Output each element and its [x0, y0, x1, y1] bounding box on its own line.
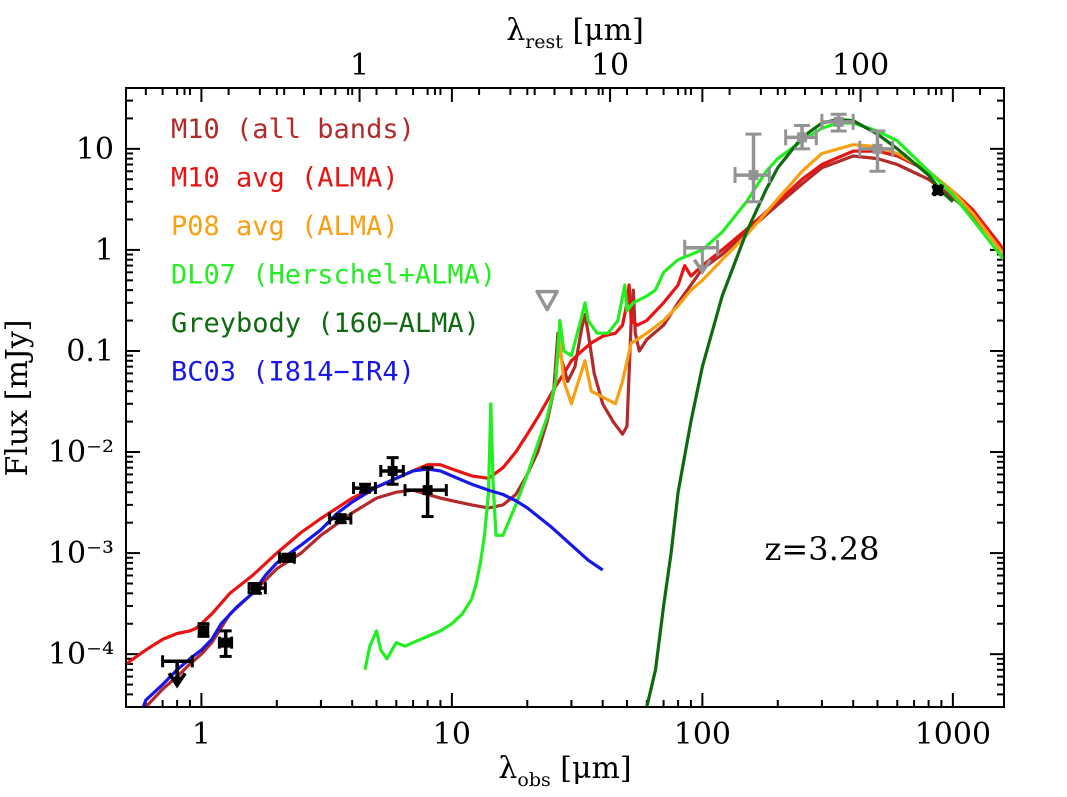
- legend-entry: P08 avg (ALMA): [171, 211, 399, 242]
- herschel-point: [820, 112, 855, 133]
- photometry-point: [161, 655, 194, 689]
- top-axis-tick-label: 10: [591, 48, 629, 83]
- legend-entry: M10 (all bands): [171, 114, 415, 145]
- data-point-marker: [748, 170, 759, 181]
- photometry-point: [277, 551, 296, 564]
- x-tick-label: 100: [674, 717, 731, 752]
- herschel-point: [784, 124, 818, 151]
- photometry-point: [931, 184, 944, 197]
- legend: M10 (all bands) M10 avg (ALMA) P08 avg (AL…: [171, 114, 496, 388]
- x-tick-label: 1000: [915, 717, 991, 752]
- data-points: [161, 112, 944, 689]
- top-axis-label: λrest [μm]: [506, 13, 644, 53]
- x-axis-label-main: λ: [498, 751, 517, 786]
- model-curves: [126, 117, 1004, 707]
- plot-frame: [125, 87, 1005, 708]
- data-point-marker: [422, 485, 433, 496]
- photometry-point: [247, 582, 267, 595]
- y-tick-label: 0.1: [66, 334, 114, 369]
- upper-limit-triangle: [535, 289, 559, 312]
- top-axis-label-main: λ: [506, 13, 525, 48]
- herschel-point: [683, 239, 720, 275]
- legend-entry: M10 avg (ALMA): [171, 163, 399, 194]
- upper-limit-arrowhead: [167, 672, 187, 689]
- photometry-point: [352, 482, 377, 495]
- x-axis-label-sub: obs: [517, 769, 550, 791]
- y-axis-label: Flux [mJy]: [0, 319, 35, 476]
- data-point-marker: [220, 637, 231, 648]
- top-axis-tick-label: 1: [350, 48, 369, 83]
- data-point-marker: [797, 132, 808, 143]
- x-axis-label-unit: [μm]: [551, 751, 632, 786]
- herschel-point: [733, 132, 771, 204]
- photometry-point: [403, 466, 448, 519]
- series-line: [141, 467, 604, 707]
- legend-entry: Greybody (160−ALMA): [171, 308, 480, 339]
- legend-entry: DL07 (Herschel+ALMA): [171, 260, 496, 291]
- x-tick-label: 10: [433, 717, 471, 752]
- y-tick-label: 10: [76, 132, 114, 167]
- data-point-marker: [335, 513, 346, 524]
- photometry-point: [217, 629, 234, 658]
- legend-entry: BC03 (I814−IR4): [171, 357, 415, 388]
- data-point-marker: [198, 625, 209, 636]
- y-tick-label: 10⁻²: [48, 435, 114, 470]
- top-axis-tick-label: 100: [832, 48, 889, 83]
- data-point-marker: [932, 185, 943, 196]
- upper-limit-arrowhead: [692, 258, 712, 275]
- axis-ticks: [125, 87, 1004, 708]
- axis-tick-labels: 1 10 100 1000 1 10 100 10⁻⁴ 10⁻³ 10⁻² 0.1 1 10: [48, 48, 991, 752]
- y-tick-label: 10⁻³: [48, 536, 114, 571]
- data-point-marker: [360, 483, 371, 494]
- photometry-point: [379, 456, 405, 486]
- x-tick-label: 1: [192, 717, 211, 752]
- y-tick-label: 10⁻⁴: [48, 637, 114, 672]
- herschel-point: [858, 129, 895, 173]
- top-axis-label-sub: rest: [525, 31, 563, 53]
- x-axis-label: λobs [μm]: [498, 751, 631, 791]
- data-point-marker: [872, 143, 883, 154]
- y-tick-label: 1: [95, 233, 114, 268]
- top-axis-label-unit: [μm]: [563, 13, 644, 48]
- data-point-marker: [833, 116, 844, 127]
- photometry-point: [197, 622, 210, 638]
- redshift-annotation: z=3.28: [765, 530, 880, 568]
- data-point-marker: [250, 583, 261, 594]
- data-point-marker: [282, 552, 293, 563]
- data-point-marker: [387, 465, 398, 476]
- photometry-point: [328, 512, 353, 525]
